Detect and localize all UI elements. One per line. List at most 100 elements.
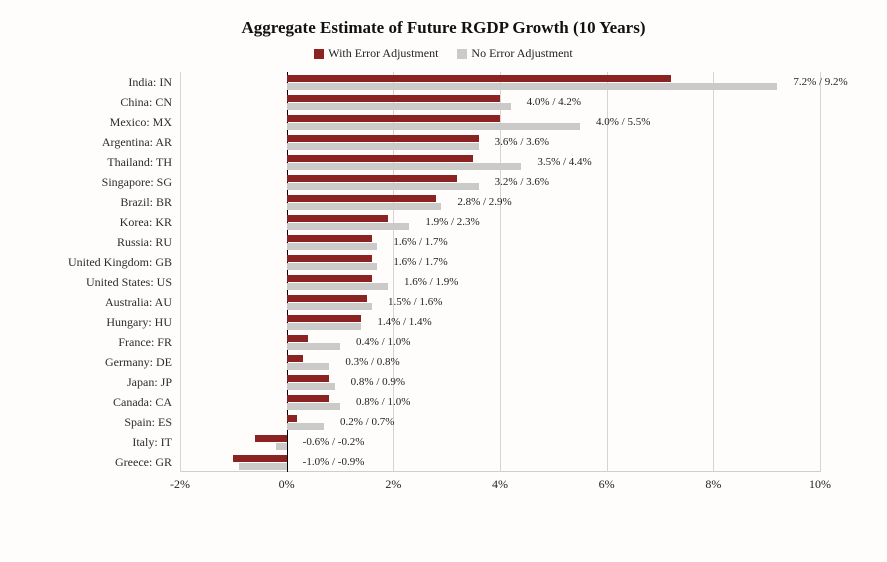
value-label: 2.8% / 2.9%: [457, 192, 511, 212]
country-label: Russia: RU: [0, 232, 172, 252]
country-label: United States: US: [0, 272, 172, 292]
bar-with: [287, 255, 372, 262]
bar-without: [287, 323, 362, 330]
bar-without: [287, 123, 580, 130]
plot-area: -2%0%2%4%6%8%10%7.2% / 9.2%4.0% / 4.2%4.…: [180, 72, 820, 492]
bar-with: [287, 135, 479, 142]
bar-without: [287, 103, 511, 110]
legend-label-without: No Error Adjustment: [471, 46, 572, 60]
bar-with: [287, 75, 671, 82]
country-label: Mexico: MX: [0, 112, 172, 132]
legend-swatch-with: [314, 49, 324, 59]
bar-without: [287, 403, 340, 410]
gridline: [820, 72, 821, 472]
bar-with: [287, 175, 458, 182]
bar-without: [287, 363, 330, 370]
country-label: Canada: CA: [0, 392, 172, 412]
bar-with: [287, 375, 330, 382]
country-label: Spain: ES: [0, 412, 172, 432]
bar-without: [287, 183, 479, 190]
value-label: -0.6% / -0.2%: [303, 432, 365, 452]
value-label: 1.9% / 2.3%: [425, 212, 479, 232]
bar-without: [287, 283, 388, 290]
value-label: 0.8% / 1.0%: [356, 392, 410, 412]
x-tick-label: 8%: [705, 477, 721, 492]
bar-with: [287, 335, 308, 342]
value-label: -1.0% / -0.9%: [303, 452, 365, 472]
gridline: [180, 72, 181, 472]
value-label: 1.6% / 1.7%: [393, 232, 447, 252]
gridline: [607, 72, 608, 472]
chart-container: Aggregate Estimate of Future RGDP Growth…: [0, 0, 887, 562]
bar-with: [255, 435, 287, 442]
country-label: Korea: KR: [0, 212, 172, 232]
bar-without: [287, 223, 410, 230]
value-label: 4.0% / 5.5%: [596, 112, 650, 132]
bar-without: [239, 463, 287, 470]
gridline: [713, 72, 714, 472]
value-label: 0.2% / 0.7%: [340, 412, 394, 432]
bar-without: [287, 343, 340, 350]
x-tick-label: -2%: [170, 477, 190, 492]
legend-swatch-without: [457, 49, 467, 59]
bar-with: [233, 455, 286, 462]
value-label: 0.4% / 1.0%: [356, 332, 410, 352]
value-label: 0.3% / 0.8%: [345, 352, 399, 372]
value-label: 0.8% / 0.9%: [351, 372, 405, 392]
value-label: 3.6% / 3.6%: [495, 132, 549, 152]
bar-with: [287, 95, 500, 102]
value-label: 4.0% / 4.2%: [527, 92, 581, 112]
bar-with: [287, 355, 303, 362]
bar-without: [287, 163, 522, 170]
bar-with: [287, 195, 436, 202]
value-label: 1.4% / 1.4%: [377, 312, 431, 332]
bar-without: [287, 423, 324, 430]
legend-label-with: With Error Adjustment: [328, 46, 438, 60]
value-label: 7.2% / 9.2%: [793, 72, 847, 92]
chart-title: Aggregate Estimate of Future RGDP Growth…: [0, 18, 887, 38]
bar-with: [287, 215, 388, 222]
bar-without: [287, 83, 778, 90]
value-label: 1.6% / 1.7%: [393, 252, 447, 272]
bar-with: [287, 115, 500, 122]
legend: With Error Adjustment No Error Adjustmen…: [0, 46, 887, 61]
bar-with: [287, 235, 372, 242]
country-label: Brazil: BR: [0, 192, 172, 212]
legend-without: No Error Adjustment: [457, 46, 572, 61]
bar-without: [287, 303, 372, 310]
country-label: China: CN: [0, 92, 172, 112]
country-label: Thailand: TH: [0, 152, 172, 172]
bar-with: [287, 315, 362, 322]
bar-with: [287, 415, 298, 422]
y-axis-labels: India: INChina: CNMexico: MXArgentina: A…: [0, 72, 180, 492]
bar-without: [287, 243, 378, 250]
zero-axis: [287, 72, 288, 472]
bar-with: [287, 155, 474, 162]
country-label: Greece: GR: [0, 452, 172, 472]
bar-with: [287, 275, 372, 282]
bar-without: [287, 383, 335, 390]
country-label: Argentina: AR: [0, 132, 172, 152]
country-label: Australia: AU: [0, 292, 172, 312]
legend-with: With Error Adjustment: [314, 46, 438, 61]
country-label: Singapore: SG: [0, 172, 172, 192]
bar-without: [287, 203, 442, 210]
bar-without: [287, 263, 378, 270]
country-label: Germany: DE: [0, 352, 172, 372]
value-label: 3.2% / 3.6%: [495, 172, 549, 192]
country-label: Japan: JP: [0, 372, 172, 392]
x-tick-label: 6%: [599, 477, 615, 492]
x-tick-label: 2%: [385, 477, 401, 492]
x-tick-label: 4%: [492, 477, 508, 492]
country-label: India: IN: [0, 72, 172, 92]
country-label: France: FR: [0, 332, 172, 352]
bar-with: [287, 295, 367, 302]
value-label: 1.6% / 1.9%: [404, 272, 458, 292]
country-label: United Kingdom: GB: [0, 252, 172, 272]
country-label: Hungary: HU: [0, 312, 172, 332]
bar-without: [276, 443, 287, 450]
bar-with: [287, 395, 330, 402]
x-tick-label: 0%: [279, 477, 295, 492]
country-label: Italy: IT: [0, 432, 172, 452]
x-tick-label: 10%: [809, 477, 831, 492]
